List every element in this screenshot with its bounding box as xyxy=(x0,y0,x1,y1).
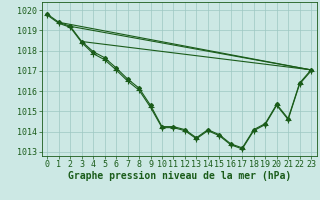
X-axis label: Graphe pression niveau de la mer (hPa): Graphe pression niveau de la mer (hPa) xyxy=(68,171,291,181)
